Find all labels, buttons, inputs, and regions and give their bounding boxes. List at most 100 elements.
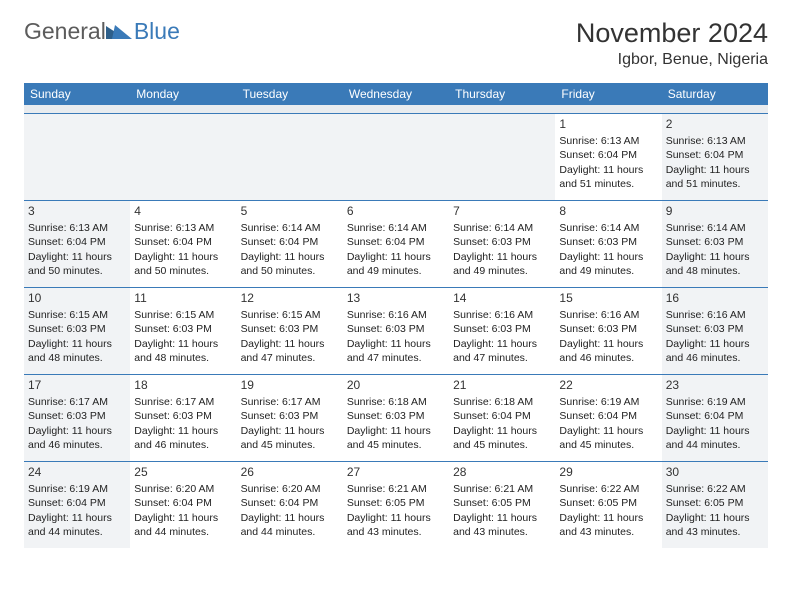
logo-text-general: General <box>24 18 106 45</box>
logo: General Blue <box>24 18 180 45</box>
day-cell: 21Sunrise: 6:18 AMSunset: 6:04 PMDayligh… <box>449 375 555 461</box>
day-daylight2: and 44 minutes. <box>134 525 232 539</box>
day-number: 3 <box>28 203 126 219</box>
day-info: Sunrise: 6:15 AMSunset: 6:03 PMDaylight:… <box>28 308 126 365</box>
day-cell: 11Sunrise: 6:15 AMSunset: 6:03 PMDayligh… <box>130 288 236 374</box>
day-sunset: Sunset: 6:04 PM <box>134 235 232 249</box>
day-header: Sunday <box>24 83 130 105</box>
day-cell: 30Sunrise: 6:22 AMSunset: 6:05 PMDayligh… <box>662 462 768 548</box>
logo-triangle-icon <box>106 23 132 39</box>
day-sunrise: Sunrise: 6:16 AM <box>666 308 764 322</box>
day-sunset: Sunset: 6:05 PM <box>666 496 764 510</box>
day-info: Sunrise: 6:22 AMSunset: 6:05 PMDaylight:… <box>559 482 657 539</box>
day-number: 17 <box>28 377 126 393</box>
day-daylight1: Daylight: 11 hours <box>559 511 657 525</box>
day-sunset: Sunset: 6:04 PM <box>453 409 551 423</box>
day-info: Sunrise: 6:14 AMSunset: 6:03 PMDaylight:… <box>666 221 764 278</box>
day-sunset: Sunset: 6:04 PM <box>559 148 657 162</box>
day-daylight2: and 49 minutes. <box>347 264 445 278</box>
day-sunrise: Sunrise: 6:17 AM <box>241 395 339 409</box>
day-info: Sunrise: 6:13 AMSunset: 6:04 PMDaylight:… <box>134 221 232 278</box>
day-sunrise: Sunrise: 6:13 AM <box>666 134 764 148</box>
day-info: Sunrise: 6:16 AMSunset: 6:03 PMDaylight:… <box>347 308 445 365</box>
week-row: 10Sunrise: 6:15 AMSunset: 6:03 PMDayligh… <box>24 287 768 374</box>
day-sunrise: Sunrise: 6:20 AM <box>134 482 232 496</box>
day-cell: 3Sunrise: 6:13 AMSunset: 6:04 PMDaylight… <box>24 201 130 287</box>
day-daylight1: Daylight: 11 hours <box>28 250 126 264</box>
day-sunset: Sunset: 6:04 PM <box>666 409 764 423</box>
day-sunrise: Sunrise: 6:13 AM <box>559 134 657 148</box>
day-cell: 10Sunrise: 6:15 AMSunset: 6:03 PMDayligh… <box>24 288 130 374</box>
day-sunset: Sunset: 6:03 PM <box>559 322 657 336</box>
day-number: 20 <box>347 377 445 393</box>
day-header: Monday <box>130 83 236 105</box>
day-sunset: Sunset: 6:03 PM <box>28 409 126 423</box>
day-sunset: Sunset: 6:03 PM <box>241 322 339 336</box>
day-daylight2: and 44 minutes. <box>28 525 126 539</box>
day-sunrise: Sunrise: 6:14 AM <box>347 221 445 235</box>
week-row: 24Sunrise: 6:19 AMSunset: 6:04 PMDayligh… <box>24 461 768 548</box>
day-header: Friday <box>555 83 661 105</box>
day-number: 8 <box>559 203 657 219</box>
day-number: 28 <box>453 464 551 480</box>
day-sunset: Sunset: 6:03 PM <box>28 322 126 336</box>
day-info: Sunrise: 6:22 AMSunset: 6:05 PMDaylight:… <box>666 482 764 539</box>
day-cell: 14Sunrise: 6:16 AMSunset: 6:03 PMDayligh… <box>449 288 555 374</box>
day-info: Sunrise: 6:16 AMSunset: 6:03 PMDaylight:… <box>666 308 764 365</box>
day-header: Thursday <box>449 83 555 105</box>
day-info: Sunrise: 6:21 AMSunset: 6:05 PMDaylight:… <box>453 482 551 539</box>
day-daylight2: and 48 minutes. <box>28 351 126 365</box>
day-daylight2: and 43 minutes. <box>453 525 551 539</box>
day-sunset: Sunset: 6:04 PM <box>666 148 764 162</box>
day-daylight2: and 48 minutes. <box>666 264 764 278</box>
day-info: Sunrise: 6:17 AMSunset: 6:03 PMDaylight:… <box>28 395 126 452</box>
day-daylight2: and 48 minutes. <box>134 351 232 365</box>
day-daylight2: and 44 minutes. <box>666 438 764 452</box>
day-daylight1: Daylight: 11 hours <box>453 250 551 264</box>
day-daylight1: Daylight: 11 hours <box>453 511 551 525</box>
day-sunset: Sunset: 6:03 PM <box>666 235 764 249</box>
day-number: 1 <box>559 116 657 132</box>
title-block: November 2024 Igbor, Benue, Nigeria <box>576 18 768 69</box>
month-title: November 2024 <box>576 18 768 49</box>
day-sunset: Sunset: 6:04 PM <box>241 235 339 249</box>
day-daylight2: and 50 minutes. <box>134 264 232 278</box>
day-daylight2: and 50 minutes. <box>28 264 126 278</box>
day-daylight2: and 43 minutes. <box>559 525 657 539</box>
day-info: Sunrise: 6:16 AMSunset: 6:03 PMDaylight:… <box>453 308 551 365</box>
day-sunrise: Sunrise: 6:16 AM <box>347 308 445 322</box>
day-daylight1: Daylight: 11 hours <box>28 337 126 351</box>
day-daylight2: and 50 minutes. <box>241 264 339 278</box>
day-number: 13 <box>347 290 445 306</box>
calendar-page: General Blue November 2024 Igbor, Benue,… <box>0 0 792 566</box>
day-sunrise: Sunrise: 6:17 AM <box>134 395 232 409</box>
day-cell: 4Sunrise: 6:13 AMSunset: 6:04 PMDaylight… <box>130 201 236 287</box>
day-info: Sunrise: 6:19 AMSunset: 6:04 PMDaylight:… <box>28 482 126 539</box>
day-info: Sunrise: 6:18 AMSunset: 6:04 PMDaylight:… <box>453 395 551 452</box>
location: Igbor, Benue, Nigeria <box>576 51 768 69</box>
day-daylight1: Daylight: 11 hours <box>241 424 339 438</box>
day-sunset: Sunset: 6:03 PM <box>347 409 445 423</box>
day-cell: 29Sunrise: 6:22 AMSunset: 6:05 PMDayligh… <box>555 462 661 548</box>
day-daylight1: Daylight: 11 hours <box>134 511 232 525</box>
day-cell <box>130 114 236 200</box>
day-cell: 27Sunrise: 6:21 AMSunset: 6:05 PMDayligh… <box>343 462 449 548</box>
day-daylight2: and 43 minutes. <box>347 525 445 539</box>
day-daylight2: and 45 minutes. <box>241 438 339 452</box>
day-cell: 28 Sunrise: 6:21 AMSunset: 6:05 PMDayligh… <box>449 462 555 548</box>
day-info: Sunrise: 6:15 AMSunset: 6:03 PMDaylight:… <box>134 308 232 365</box>
day-daylight1: Daylight: 11 hours <box>241 250 339 264</box>
day-number: 12 <box>241 290 339 306</box>
day-daylight1: Daylight: 11 hours <box>666 424 764 438</box>
day-number: 2 <box>666 116 764 132</box>
day-cell: 15Sunrise: 6:16 AMSunset: 6:03 PMDayligh… <box>555 288 661 374</box>
day-sunset: Sunset: 6:03 PM <box>666 322 764 336</box>
day-cell <box>343 114 449 200</box>
day-info: Sunrise: 6:21 AMSunset: 6:05 PMDaylight:… <box>347 482 445 539</box>
day-number: 16 <box>666 290 764 306</box>
day-sunrise: Sunrise: 6:18 AM <box>453 395 551 409</box>
day-sunrise: Sunrise: 6:15 AM <box>134 308 232 322</box>
day-cell <box>24 114 130 200</box>
day-daylight1: Daylight: 11 hours <box>559 163 657 177</box>
day-daylight2: and 45 minutes. <box>559 438 657 452</box>
